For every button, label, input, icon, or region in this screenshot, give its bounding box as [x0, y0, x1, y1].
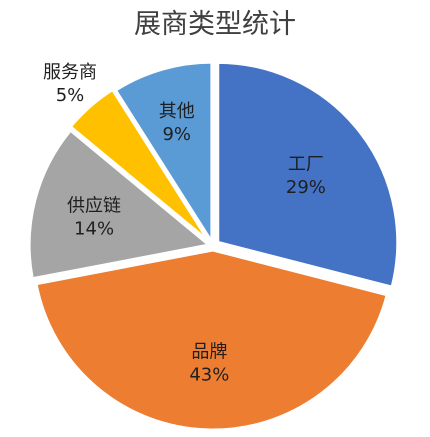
pie-slice-5: [113, 60, 214, 248]
pie-slice-1: [216, 60, 400, 289]
slice-category-label: 供应链: [67, 195, 121, 216]
pie-slice-3: [27, 128, 213, 281]
slice-category-label: 服务商: [43, 62, 97, 83]
pie-slice-4: [68, 87, 211, 243]
slice-category-label: 品牌: [191, 342, 227, 363]
slice-percent-label: 14%: [74, 218, 114, 239]
chart-title: 展商类型统计: [134, 9, 296, 40]
pie-slice-2: [34, 248, 390, 432]
slice-percent-label: 9%: [162, 124, 191, 145]
slice-category-label: 工厂: [288, 154, 324, 175]
slice-category-label: 其他: [159, 101, 195, 122]
slice-percent-label: 43%: [189, 365, 229, 386]
slice-percent-label: 5%: [56, 85, 85, 106]
slice-percent-label: 29%: [286, 177, 326, 198]
